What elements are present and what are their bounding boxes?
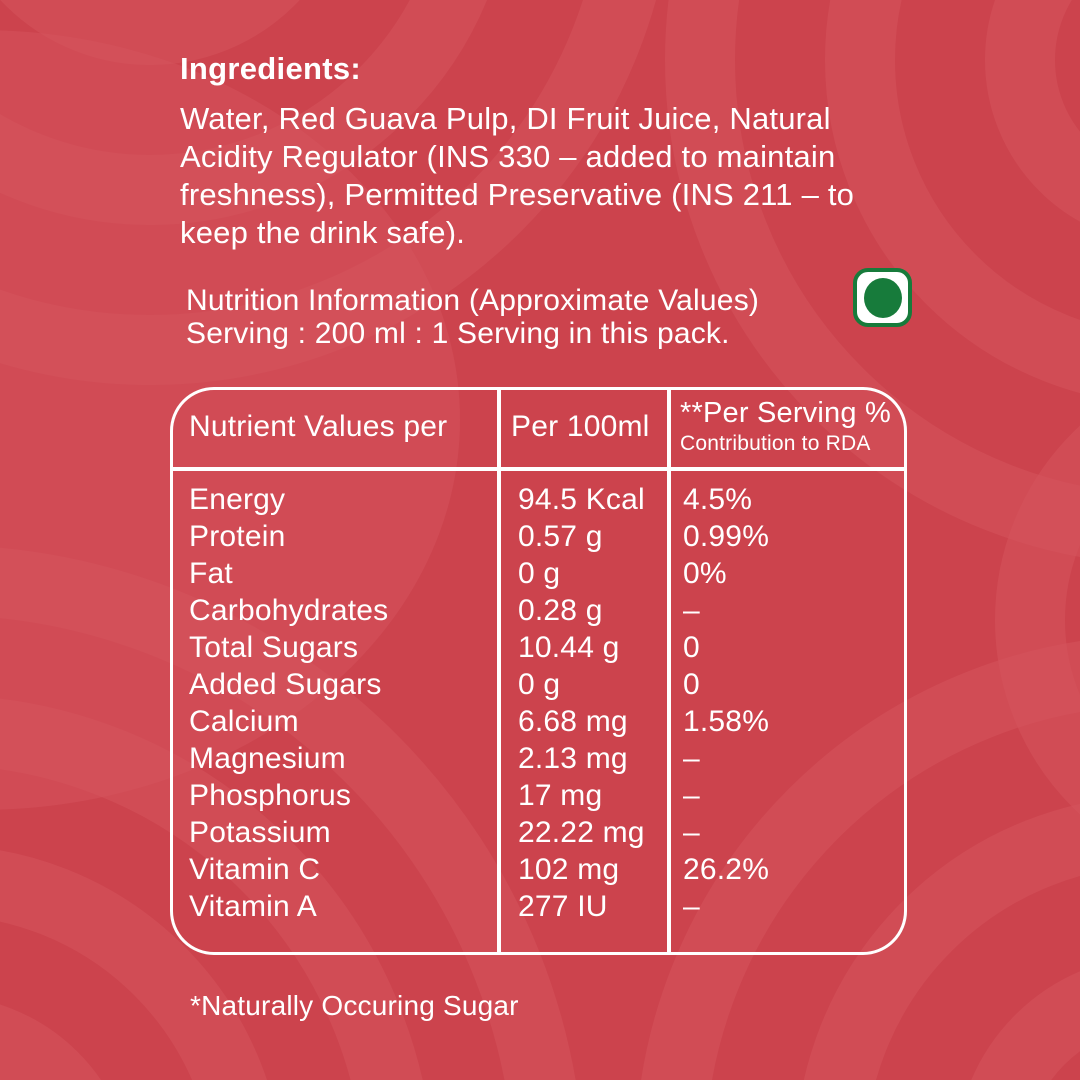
cell-per-100ml: 0 g	[518, 557, 561, 590]
header-per-serving-subtitle: Contribution to RDA	[680, 432, 871, 455]
cell-per-serving: 4.5%	[683, 483, 753, 516]
cell-nutrient: Calcium	[189, 705, 299, 738]
table-row: Phosphorus 17 mg –	[173, 779, 904, 816]
table-row: Protein 0.57 g 0.99%	[173, 520, 904, 557]
cell-per-100ml: 17 mg	[518, 779, 603, 812]
cell-per-serving: 0%	[683, 557, 727, 590]
cell-per-100ml: 0.28 g	[518, 594, 603, 627]
cell-nutrient: Potassium	[189, 816, 331, 849]
cell-nutrient: Phosphorus	[189, 779, 352, 812]
nutrition-intro-title: Nutrition Information (Approximate Value…	[186, 284, 760, 317]
nutrition-intro: Nutrition Information (Approximate Value…	[186, 284, 866, 350]
header-per-serving: **Per Serving % Contribution to RDA	[680, 397, 891, 456]
cell-per-serving: –	[683, 594, 700, 627]
vegetarian-dot-icon	[863, 277, 902, 318]
table-header-divider	[173, 467, 904, 471]
table-header-row: Nutrient Values per Per 100ml **Per Serv…	[173, 390, 904, 467]
cell-per-serving: 1.58%	[683, 705, 770, 738]
header-nutrient: Nutrient Values per	[189, 410, 448, 443]
table-row: Magnesium 2.13 mg –	[173, 742, 904, 779]
footnote-naturally-occuring-sugar: *Naturally Occuring Sugar	[190, 990, 519, 1021]
nutrition-table: Nutrient Values per Per 100ml **Per Serv…	[170, 387, 907, 955]
table-row: Vitamin A 277 IU –	[173, 890, 904, 927]
cell-per-100ml: 94.5 Kcal	[518, 483, 645, 516]
table-row: Fat 0 g 0%	[173, 557, 904, 594]
table-body: Energy 94.5 Kcal 4.5% Protein 0.57 g 0.9…	[173, 483, 904, 952]
cell-nutrient: Vitamin C	[189, 853, 321, 886]
cell-per-100ml: 10.44 g	[518, 631, 620, 664]
cell-per-serving: 0	[683, 668, 700, 701]
cell-nutrient: Fat	[189, 557, 233, 590]
cell-per-serving: –	[683, 816, 700, 849]
table-row: Total Sugars 10.44 g 0	[173, 631, 904, 668]
table-row: Calcium 6.68 mg 1.58%	[173, 705, 904, 742]
cell-per-serving: 0	[683, 631, 700, 664]
ingredients-heading: Ingredients:	[180, 51, 362, 86]
cell-per-serving: –	[683, 890, 700, 923]
table-column-divider	[497, 390, 501, 952]
table-row: Potassium 22.22 mg –	[173, 816, 904, 853]
cell-nutrient: Carbohydrates	[189, 594, 389, 627]
cell-per-100ml: 0.57 g	[518, 520, 603, 553]
serving-info: Serving : 200 ml : 1 Serving in this pac…	[186, 317, 730, 350]
cell-nutrient: Vitamin A	[189, 890, 317, 923]
cell-per-100ml: 22.22 mg	[518, 816, 645, 849]
ingredients-line: Acidity Regulator (INS 330 – added to ma…	[180, 139, 836, 174]
table-row: Energy 94.5 Kcal 4.5%	[173, 483, 904, 520]
table-row: Added Sugars 0 g 0	[173, 668, 904, 705]
cell-per-100ml: 6.68 mg	[518, 705, 628, 738]
cell-per-100ml: 2.13 mg	[518, 742, 628, 775]
cell-per-serving: 0.99%	[683, 520, 770, 553]
table-column-divider	[667, 390, 671, 952]
ingredients-line: freshness), Permitted Preservative (INS …	[180, 177, 855, 212]
cell-per-serving: –	[683, 779, 700, 812]
vegetarian-mark-icon	[853, 268, 912, 327]
cell-nutrient: Protein	[189, 520, 286, 553]
cell-per-100ml: 102 mg	[518, 853, 620, 886]
cell-per-100ml: 277 IU	[518, 890, 608, 923]
header-per-100ml: Per 100ml	[511, 410, 650, 443]
cell-per-100ml: 0 g	[518, 668, 561, 701]
table-row: Vitamin C 102 mg 26.2%	[173, 853, 904, 890]
cell-per-serving: –	[683, 742, 700, 775]
cell-nutrient: Energy	[189, 483, 286, 516]
ingredients-text: Water, Red Guava Pulp, DI Fruit Juice, N…	[180, 100, 940, 252]
cell-per-serving: 26.2%	[683, 853, 770, 886]
cell-nutrient: Magnesium	[189, 742, 346, 775]
header-per-serving-title: **Per Serving %	[680, 397, 891, 429]
cell-nutrient: Total Sugars	[189, 631, 359, 664]
ingredients-line: Water, Red Guava Pulp, DI Fruit Juice, N…	[180, 101, 831, 136]
table-row: Carbohydrates 0.28 g –	[173, 594, 904, 631]
cell-nutrient: Added Sugars	[189, 668, 382, 701]
ingredients-line: keep the drink safe).	[180, 215, 466, 250]
